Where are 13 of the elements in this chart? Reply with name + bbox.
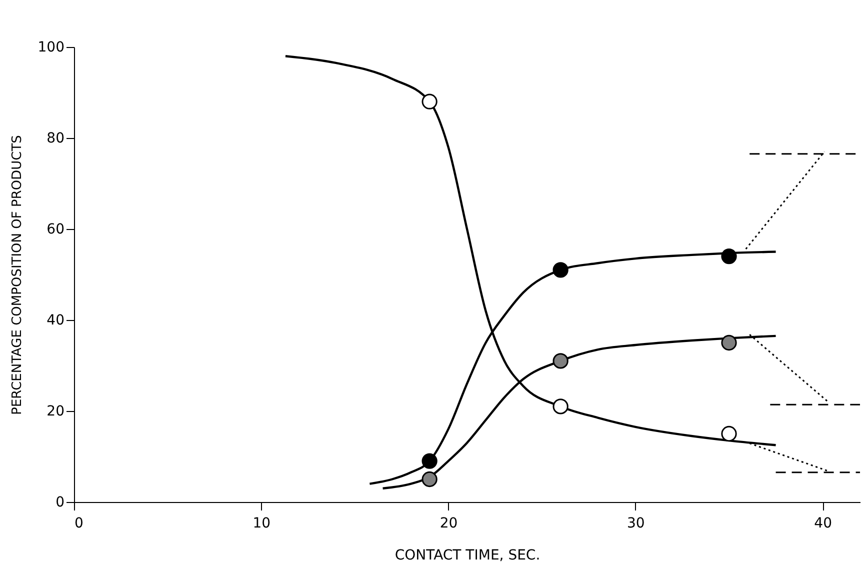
y-tick-label: 60 (46, 222, 64, 238)
y-tick-label: 0 (56, 494, 64, 510)
x-tick-label: 0 (74, 516, 84, 532)
x-tick-label: 30 (627, 516, 645, 532)
x-axis-title: CONTACT TIME, SEC. (394, 548, 540, 564)
x-tick-label: 20 (440, 516, 458, 532)
x-tick-label: 40 (814, 516, 832, 532)
x-tick-label: 10 (252, 516, 271, 532)
y-tick-label: 100 (38, 40, 64, 56)
y-tick-label: 40 (46, 312, 64, 328)
y-tick-label: 80 (46, 130, 64, 146)
y-axis-title: PERCENTAGE COMPOSITION OF PRODUCTS (10, 135, 25, 415)
y-tick-label: 20 (46, 404, 64, 420)
